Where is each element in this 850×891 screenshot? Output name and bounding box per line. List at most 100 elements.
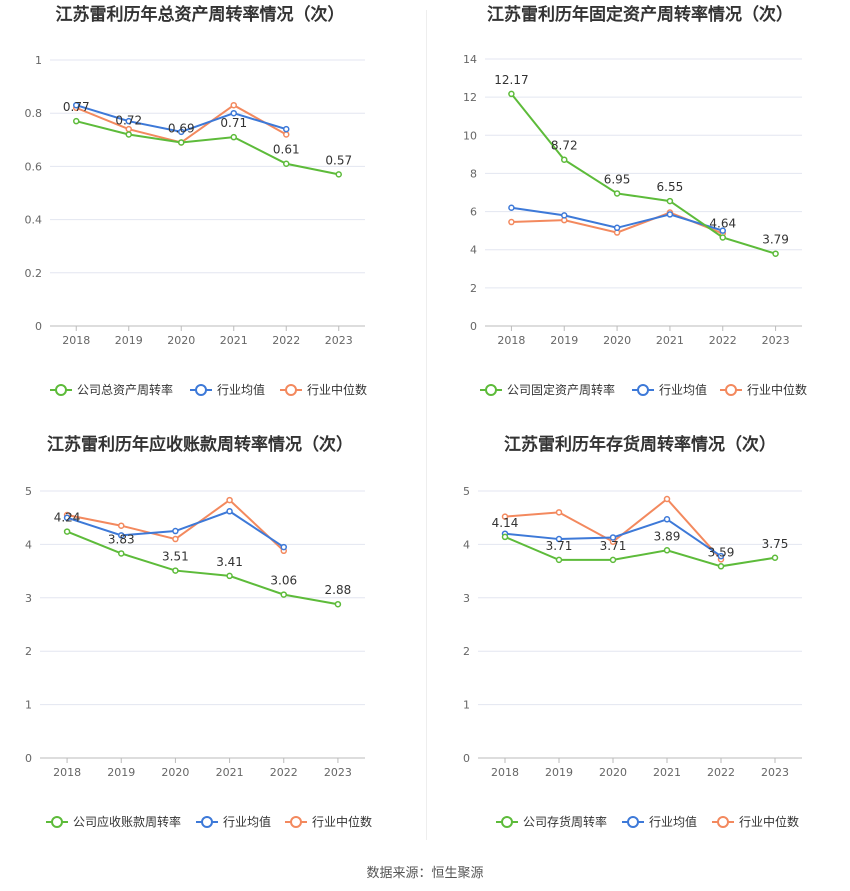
data-point-avg (230, 109, 237, 117)
data-label: 3.79 (762, 233, 789, 247)
series-line-company (66, 530, 339, 606)
series-line-company (504, 536, 776, 568)
x-tick-label: 2023 (325, 334, 353, 347)
series-line-company (76, 120, 339, 176)
y-tick-label: 0.8 (25, 107, 43, 120)
legend-marker (485, 384, 497, 396)
legend-marker (290, 816, 302, 828)
x-tick-label: 2019 (550, 334, 578, 347)
data-point-company (178, 139, 185, 146)
x-tick-label: 2021 (220, 334, 248, 347)
legend-marker (717, 816, 729, 828)
legend-label: 公司总资产周转率 (77, 382, 173, 397)
y-tick-label: 3 (463, 592, 470, 605)
data-point-company (226, 572, 233, 580)
data-point-avg (663, 516, 671, 523)
data-label: 0.71 (220, 116, 247, 130)
data-point-avg (719, 227, 726, 234)
y-tick-label: 2 (25, 645, 32, 658)
legend-label: 行业均值 (217, 382, 265, 397)
legend-marker (51, 816, 63, 828)
x-tick-label: 2022 (270, 766, 298, 779)
y-tick-label: 3 (25, 592, 32, 605)
legend-marker (195, 384, 207, 396)
legend-item-company[interactable]: 公司存货周转率 (496, 814, 607, 829)
legend-item-median[interactable]: 行业中位数 (720, 382, 807, 397)
data-point-median (230, 101, 237, 109)
chart-inventory-turnover: 江苏雷利历年存货周转率情况（次） 0 1 2 3 4 5 2018 2019 2020 2021 20… (463, 434, 802, 829)
x-tick-label: 2022 (709, 334, 737, 347)
legend-item-avg[interactable]: 行业均值 (190, 382, 265, 397)
legend-label: 公司应收账款周转率 (73, 814, 181, 829)
data-label: 4.14 (492, 516, 519, 530)
y-tick-label: 0 (470, 320, 477, 333)
y-tick-label: 6 (470, 206, 477, 219)
legend-item-median[interactable]: 行业中位数 (280, 382, 367, 397)
data-point-avg (118, 532, 125, 539)
legend-item-avg[interactable]: 行业均值 (622, 814, 697, 829)
y-tick-label: 5 (463, 485, 470, 498)
legend-item-company[interactable]: 公司固定资产周转率 (480, 382, 615, 397)
data-point-company (561, 156, 568, 163)
y-tick-label: 1 (25, 699, 32, 712)
x-tick-label: 2019 (545, 766, 573, 779)
legend-item-median[interactable]: 行业中位数 (285, 814, 372, 829)
data-point-company (501, 533, 509, 541)
data-point-company (230, 133, 237, 141)
x-tick-label: 2021 (216, 766, 244, 779)
x-tick-label: 2021 (653, 766, 681, 779)
data-point-avg (73, 101, 80, 109)
legend-label: 行业中位数 (739, 814, 799, 829)
chart-fixed-asset-turnover: 江苏雷利历年固定资产周转率情况（次） 0 2 4 6 8 10 12 14 2018 2019 202… (463, 4, 807, 397)
data-point-median (283, 131, 290, 138)
data-label: 0.69 (168, 121, 195, 135)
chart-panel-total-asset-turnover: 江苏雷利历年总资产周转率情况（次） 0 0.2 0.4 0.6 0.8 1 2018 2019 2… (0, 0, 425, 430)
data-label: 4.24 (54, 511, 81, 525)
y-tick-label: 1 (463, 699, 470, 712)
data-point-median (226, 496, 233, 504)
data-point-company (172, 567, 179, 574)
legend-label: 行业中位数 (312, 814, 372, 829)
data-point-company (771, 554, 779, 561)
legend-item-company[interactable]: 公司应收账款周转率 (46, 814, 181, 829)
x-tick-label: 2020 (161, 766, 189, 779)
legend-item-avg[interactable]: 行业均值 (632, 382, 707, 397)
data-point-company (666, 197, 674, 205)
x-tick-label: 2023 (761, 766, 789, 779)
legend-marker (501, 816, 513, 828)
data-point-company (719, 234, 726, 241)
data-source-note: 数据来源：恒生聚源 (366, 866, 484, 881)
data-label: 3.71 (546, 539, 573, 553)
data-label: 3.59 (708, 545, 735, 559)
legend-item-median[interactable]: 行业中位数 (712, 814, 799, 829)
data-label: 3.51 (162, 550, 189, 564)
data-point-avg (125, 117, 132, 125)
chart-panel-fixed-asset-turnover: 江苏雷利历年固定资产周转率情况（次） 0 2 4 6 8 10 12 14 2018 2019 202… (425, 0, 850, 430)
data-label: 4.64 (709, 217, 736, 231)
data-point-company (663, 547, 671, 554)
data-point-avg (226, 508, 233, 515)
data-point-avg (717, 552, 725, 560)
data-label: 12.17 (494, 73, 528, 87)
data-point-company (555, 556, 563, 564)
legend-label: 行业中位数 (307, 382, 367, 397)
data-point-avg (172, 527, 179, 535)
data-point-company (717, 563, 725, 570)
y-tick-label: 1 (35, 54, 42, 67)
y-tick-label: 2 (470, 282, 477, 295)
data-point-avg (280, 543, 287, 551)
chart-title: 江苏雷利历年总资产周转率情况（次） (56, 4, 345, 25)
data-label: 3.83 (108, 532, 135, 546)
data-label: 3.89 (654, 529, 681, 543)
chart-receivables-turnover: 江苏雷利历年应收账款周转率情况（次） 0 1 2 3 4 5 2018 2019 2020 2021… (25, 434, 372, 829)
data-point-avg (561, 212, 568, 219)
legend-label: 公司存货周转率 (523, 814, 607, 829)
legend-item-company[interactable]: 公司总资产周转率 (50, 382, 173, 397)
chart-title: 江苏雷利历年固定资产周转率情况（次） (487, 4, 793, 25)
data-point-company (334, 600, 342, 608)
y-tick-label: 4 (25, 538, 32, 551)
data-label: 0.72 (115, 113, 142, 127)
legend-label: 行业均值 (649, 814, 697, 829)
data-point-company (613, 190, 621, 197)
legend-item-avg[interactable]: 行业均值 (196, 814, 271, 829)
